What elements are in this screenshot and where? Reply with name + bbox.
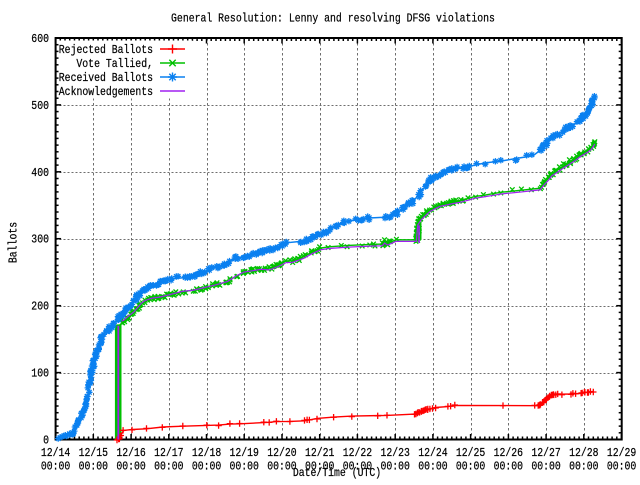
svg-text:300: 300 — [31, 233, 49, 247]
svg-text:12/17: 12/17 — [154, 446, 183, 460]
svg-text:Date/Time (UTC): Date/Time (UTC) — [293, 466, 381, 480]
svg-text:00:00: 00:00 — [456, 460, 485, 474]
svg-text:General Resolution: Lenny and: General Resolution: Lenny and resolving … — [171, 12, 495, 26]
svg-text:00:00: 00:00 — [41, 460, 70, 474]
svg-text:00:00: 00:00 — [267, 460, 296, 474]
svg-text:00:00: 00:00 — [192, 460, 221, 474]
svg-text:00:00: 00:00 — [380, 460, 409, 474]
svg-text:12/19: 12/19 — [230, 446, 259, 460]
svg-text:400: 400 — [31, 166, 49, 180]
svg-text:12/23: 12/23 — [380, 446, 409, 460]
svg-text:Vote Tallied,: Vote Tallied, — [76, 57, 153, 71]
svg-text:12/27: 12/27 — [531, 446, 560, 460]
svg-text:12/20: 12/20 — [267, 446, 296, 460]
svg-text:00:00: 00:00 — [607, 460, 636, 474]
svg-text:500: 500 — [31, 99, 49, 113]
svg-text:12/15: 12/15 — [79, 446, 108, 460]
svg-text:100: 100 — [31, 367, 49, 381]
svg-text:12/26: 12/26 — [494, 446, 523, 460]
svg-text:12/21: 12/21 — [305, 446, 334, 460]
svg-text:00:00: 00:00 — [230, 460, 259, 474]
svg-text:00:00: 00:00 — [531, 460, 560, 474]
svg-text:00:00: 00:00 — [494, 460, 523, 474]
svg-text:12/14: 12/14 — [41, 446, 70, 460]
svg-text:Ballots: Ballots — [7, 222, 21, 263]
svg-text:Rejected Ballots: Rejected Ballots — [59, 43, 153, 57]
svg-text:12/16: 12/16 — [116, 446, 145, 460]
svg-text:00:00: 00:00 — [343, 460, 372, 474]
svg-text:00:00: 00:00 — [305, 460, 334, 474]
svg-text:00:00: 00:00 — [154, 460, 183, 474]
svg-text:00:00: 00:00 — [116, 460, 145, 474]
svg-text:Received Ballots: Received Ballots — [59, 71, 153, 85]
svg-text:00:00: 00:00 — [79, 460, 108, 474]
svg-text:00:00: 00:00 — [418, 460, 447, 474]
svg-text:00:00: 00:00 — [569, 460, 598, 474]
svg-text:12/29: 12/29 — [607, 446, 636, 460]
svg-text:200: 200 — [31, 300, 49, 314]
svg-text:12/18: 12/18 — [192, 446, 221, 460]
svg-text:12/24: 12/24 — [418, 446, 447, 460]
svg-text:12/22: 12/22 — [343, 446, 372, 460]
svg-text:12/25: 12/25 — [456, 446, 485, 460]
svg-text:600: 600 — [31, 32, 49, 46]
svg-text:12/28: 12/28 — [569, 446, 598, 460]
svg-text:Acknowledgements: Acknowledgements — [59, 85, 153, 99]
svg-text:0: 0 — [43, 434, 49, 448]
